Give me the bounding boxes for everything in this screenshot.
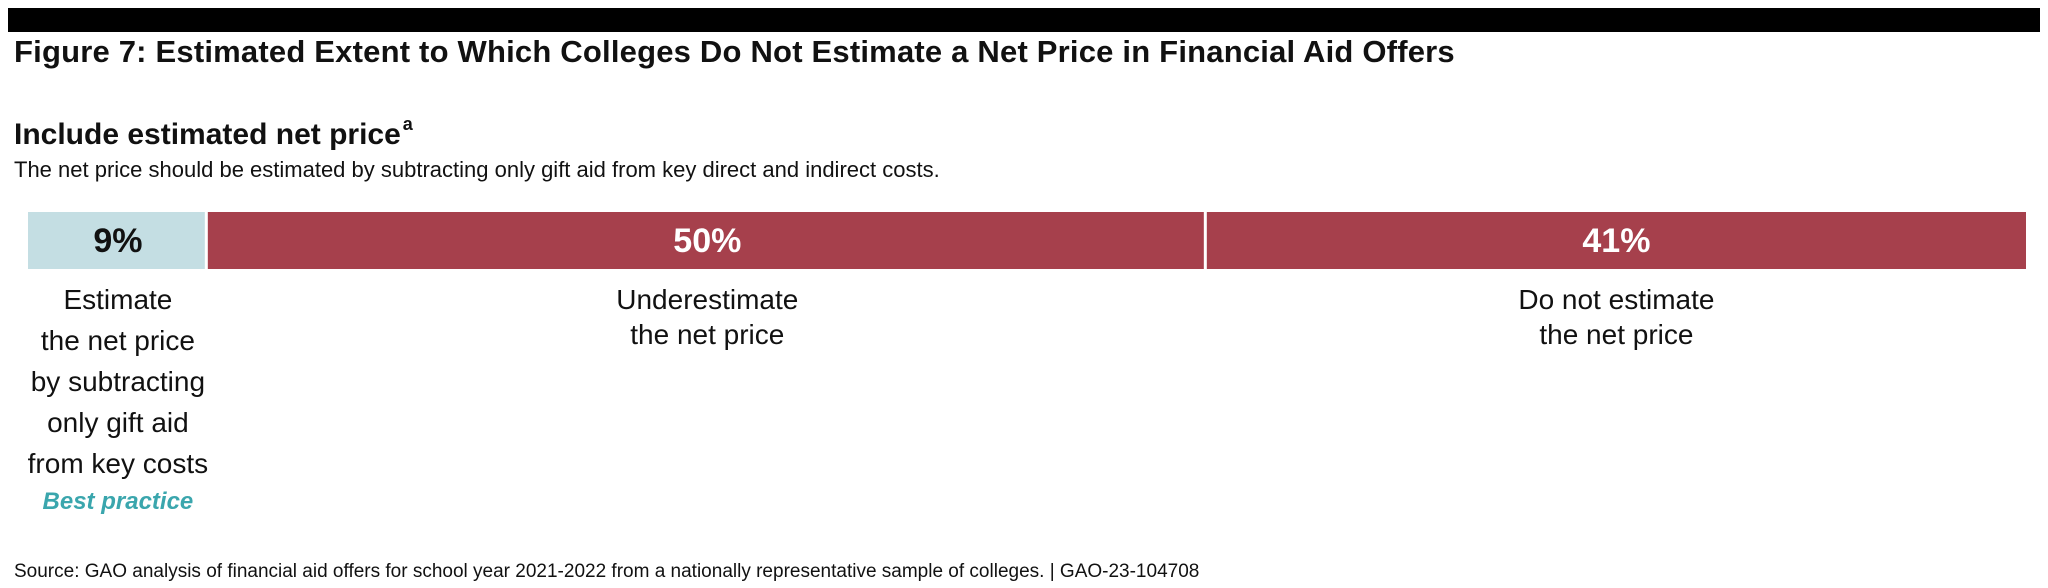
top-rule xyxy=(8,8,2040,32)
category-label-1-line-5: from key costs xyxy=(28,448,208,479)
value-label-3: 41% xyxy=(1582,222,1650,260)
category-label-1-line-4: only gift aid xyxy=(47,407,189,438)
figure-title: Figure 7: Estimated Extent to Which Coll… xyxy=(14,34,1455,69)
category-label-2-line-1: Underestimate xyxy=(616,284,798,315)
footnote-mark: a xyxy=(402,114,413,134)
category-label-3-line-2: the net price xyxy=(1539,319,1693,350)
value-label-2: 50% xyxy=(673,222,741,260)
category-label-2-line-2: the net price xyxy=(630,319,784,350)
source-note: Source: GAO analysis of financial aid of… xyxy=(14,561,1200,582)
category-label-3-line-1: Do not estimate xyxy=(1518,284,1714,315)
section-subtitle: The net price should be estimated by sub… xyxy=(14,157,940,182)
value-label-1: 9% xyxy=(93,222,142,260)
section-heading-text: Include estimated net price xyxy=(14,118,401,151)
category-label-1-line-1: Estimate xyxy=(63,284,172,315)
best-practice-annotation: Best practice xyxy=(43,488,194,515)
bar-segment-1 xyxy=(28,212,205,269)
bar-segment-3 xyxy=(1206,212,2026,269)
bar-segment-2 xyxy=(207,212,1204,269)
category-label-1-line-2: the net price xyxy=(41,325,195,356)
section-heading: Include estimated net price a xyxy=(14,114,413,152)
category-label-1-line-3: by subtracting xyxy=(31,366,205,397)
